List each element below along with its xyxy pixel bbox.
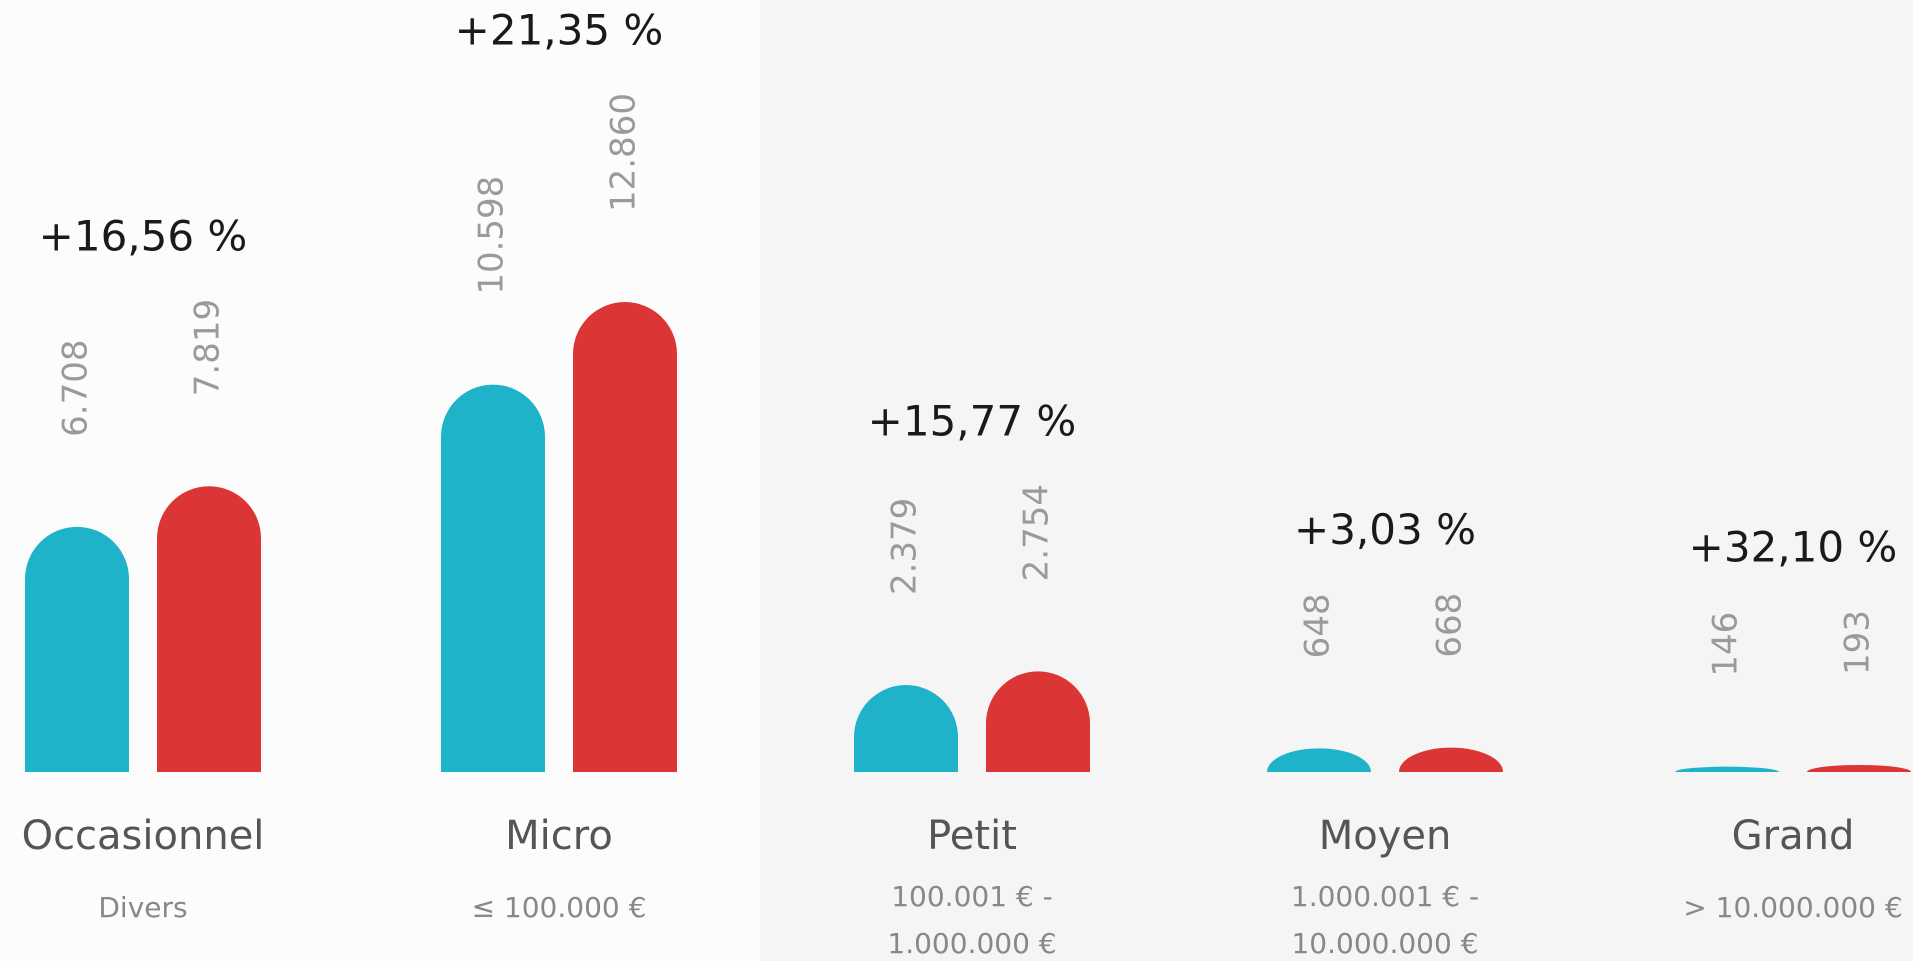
bar bbox=[157, 486, 261, 772]
panel-right bbox=[760, 0, 1913, 961]
category-label: Grand bbox=[1732, 813, 1855, 859]
bar bbox=[25, 526, 129, 772]
category-label: Occasionnel bbox=[22, 813, 265, 859]
bar bbox=[573, 302, 677, 772]
value-label: 6.708 bbox=[56, 339, 96, 436]
bar bbox=[986, 671, 1090, 772]
change-label: +15,77 % bbox=[868, 397, 1077, 446]
bar bbox=[1267, 748, 1371, 772]
change-label: +21,35 % bbox=[455, 6, 664, 55]
category-sublabel: 1.000.000 € bbox=[887, 927, 1056, 960]
change-label: +16,56 % bbox=[39, 211, 248, 260]
bar bbox=[441, 384, 545, 772]
category-sublabel: 1.000.001 € - bbox=[1291, 880, 1479, 913]
value-label: 2.754 bbox=[1017, 484, 1057, 581]
category-sublabel: 100.001 € - bbox=[891, 880, 1053, 913]
bar bbox=[854, 685, 958, 772]
category-sublabel: Divers bbox=[98, 891, 187, 924]
category-sublabel: ≤ 100.000 € bbox=[472, 891, 647, 924]
value-label: 10.598 bbox=[472, 176, 512, 295]
value-label: 7.819 bbox=[188, 299, 228, 396]
value-label: 146 bbox=[1706, 612, 1746, 677]
category-label: Micro bbox=[505, 813, 613, 859]
category-label: Moyen bbox=[1319, 813, 1452, 859]
bar bbox=[1807, 764, 1911, 772]
category-label: Petit bbox=[927, 813, 1017, 859]
value-label: 648 bbox=[1298, 593, 1338, 658]
change-label: +32,10 % bbox=[1689, 523, 1898, 572]
value-label: 193 bbox=[1838, 610, 1878, 675]
value-label: 2.379 bbox=[885, 498, 925, 595]
value-label: 668 bbox=[1430, 593, 1470, 658]
bar bbox=[1399, 747, 1503, 772]
category-sublabel: > 10.000.000 € bbox=[1683, 891, 1902, 924]
change-label: +3,03 % bbox=[1294, 505, 1476, 554]
category-sublabel: 10.000.000 € bbox=[1291, 927, 1478, 960]
bar bbox=[1675, 766, 1779, 772]
value-label: 12.860 bbox=[604, 93, 644, 212]
